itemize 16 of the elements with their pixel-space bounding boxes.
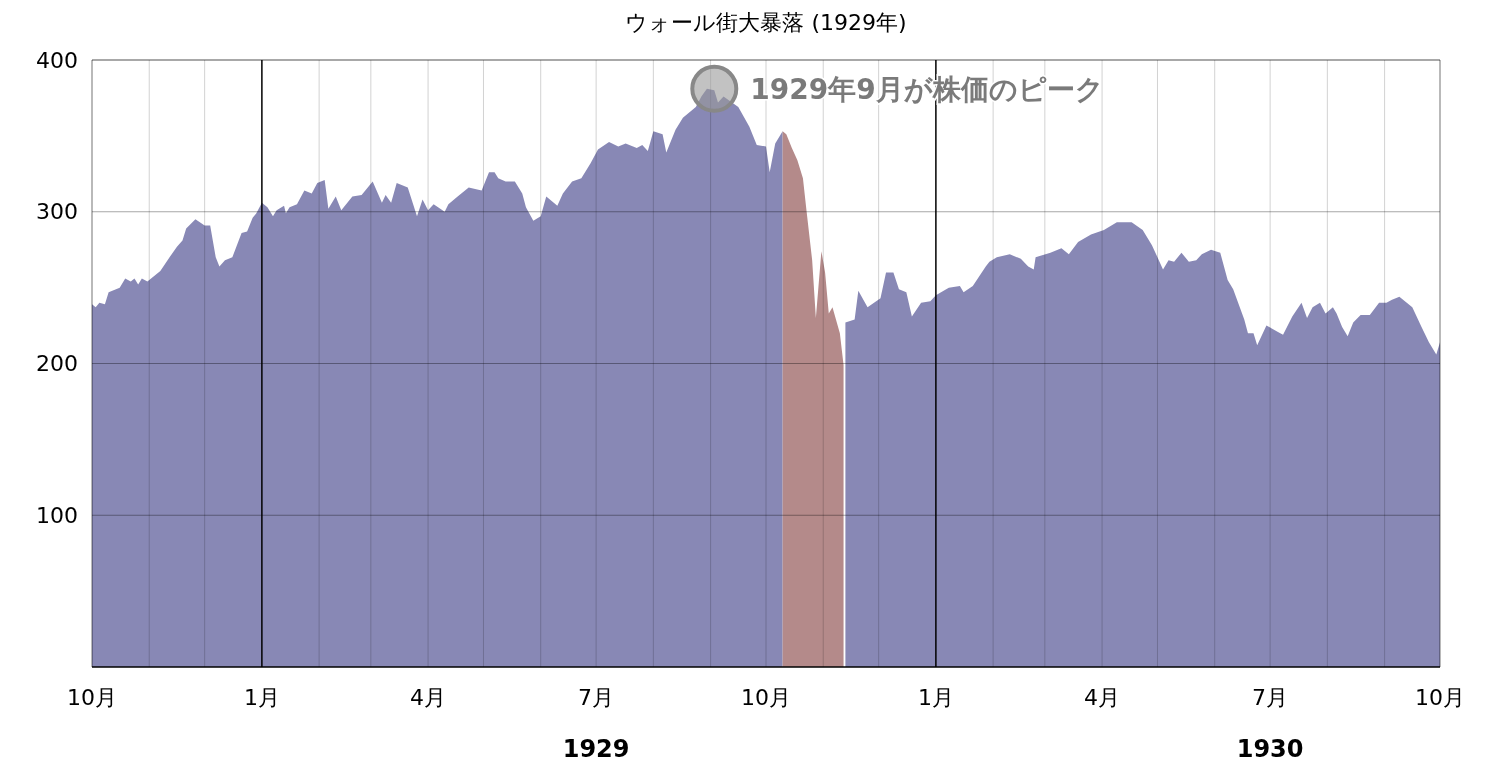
x-tick-label: 4月 [410,685,447,710]
x-tick-label: 10月 [1415,685,1465,710]
y-tick-label: 400 [36,47,78,73]
text: 1929 [562,735,630,763]
x-tick-label: 4月 [1084,685,1121,710]
x-tick-label: 7月 [1252,685,1289,710]
x-tick-label: 10月 [741,685,791,710]
x-tick-label: 1月 [243,685,280,710]
y-tick-label: 200 [36,351,78,377]
x-tick-label: 7月 [578,685,615,710]
chart-title: ウォール街大暴落 (1929年) [625,10,907,35]
y-tick-label: 100 [36,502,78,528]
text: 1930 [1236,735,1304,763]
y-tick-label: 300 [36,199,78,225]
x-tick-label: 10月 [67,685,117,710]
x-tick-label: 1月 [917,685,954,710]
